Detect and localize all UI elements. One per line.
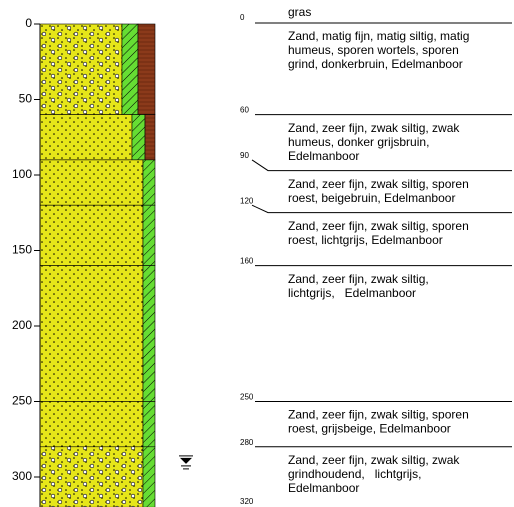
layer-description: Zand, zeer fijn, zwak siltig, sporen bbox=[288, 219, 469, 233]
soil-layer bbox=[40, 266, 143, 402]
layer-description: roest, grijsbeige, Edelmanboor bbox=[288, 422, 451, 436]
depth-label: 250 bbox=[240, 393, 254, 402]
y-tick-label: 200 bbox=[12, 318, 32, 332]
column bbox=[40, 24, 155, 507]
silt-strip bbox=[122, 24, 138, 115]
boundary-line bbox=[252, 205, 512, 212]
layer-description: grindhoudend, lichtgrijs, bbox=[288, 467, 421, 481]
layer-description: Edelmanboor bbox=[288, 481, 359, 495]
groundwater-triangle bbox=[180, 458, 192, 464]
y-tick-label: 100 bbox=[12, 167, 32, 181]
soil-layer bbox=[40, 115, 132, 160]
humus-strip bbox=[138, 24, 155, 115]
surface-depth: 0 bbox=[240, 13, 245, 22]
layer-description: roest, lichtgrijs, Edelmanboor bbox=[288, 233, 443, 247]
y-tick-label: 0 bbox=[25, 16, 32, 30]
y-tick-label: 50 bbox=[19, 92, 33, 106]
depth-label: 90 bbox=[240, 151, 249, 160]
y-tick-label: 250 bbox=[12, 394, 32, 408]
surface-label: gras bbox=[288, 5, 311, 19]
layer-description: grind, donkerbruin, Edelmanboor bbox=[288, 57, 463, 71]
groundwater-symbol bbox=[179, 456, 193, 469]
y-tick-label: 150 bbox=[12, 243, 32, 257]
depth-label: 120 bbox=[240, 196, 254, 205]
soil-layer bbox=[40, 447, 143, 507]
silt-strip bbox=[143, 266, 155, 402]
silt-strip bbox=[143, 160, 155, 205]
layer-description: lichtgrijs, Edelmanboor bbox=[288, 286, 416, 300]
y-tick-label: 300 bbox=[12, 469, 32, 483]
layer-description: Zand, matig fijn, matig siltig, matig bbox=[288, 29, 469, 43]
silt-strip bbox=[132, 115, 145, 160]
layer-description: Zand, zeer fijn, zwak siltig, zwak bbox=[288, 121, 460, 135]
depth-label: 160 bbox=[240, 257, 254, 266]
layer-description: Zand, zeer fijn, zwak siltig, sporen bbox=[288, 408, 469, 422]
humus-strip bbox=[145, 115, 155, 160]
silt-strip bbox=[143, 402, 155, 447]
depth-label: 320 bbox=[240, 497, 254, 506]
silt-strip bbox=[143, 205, 155, 265]
layer-description: Zand, zeer fijn, zwak siltig, sporen bbox=[288, 177, 469, 191]
layer-description: roest, beigebruin, Edelmanboor bbox=[288, 191, 455, 205]
layer-description: Zand, zeer fijn, zwak siltig, bbox=[288, 272, 429, 286]
layer-description: Zand, zeer fijn, zwak siltig, zwak bbox=[288, 453, 460, 467]
layer-description: Edelmanboor bbox=[288, 149, 359, 163]
layer-description: humeus, donker grijsbruin, bbox=[288, 135, 429, 149]
layer-description: humeus, sporen wortels, sporen bbox=[288, 43, 459, 57]
soil-layer bbox=[40, 205, 143, 265]
soil-layer bbox=[40, 402, 143, 447]
soil-layer bbox=[40, 24, 122, 115]
depth-label: 280 bbox=[240, 438, 254, 447]
soil-layer bbox=[40, 160, 143, 205]
borehole-log: 0 gras 0 50 100 150 200 250 300 Zand, matig fij… bbox=[0, 0, 514, 507]
depth-label: 60 bbox=[240, 106, 249, 115]
silt-strip bbox=[143, 447, 155, 507]
